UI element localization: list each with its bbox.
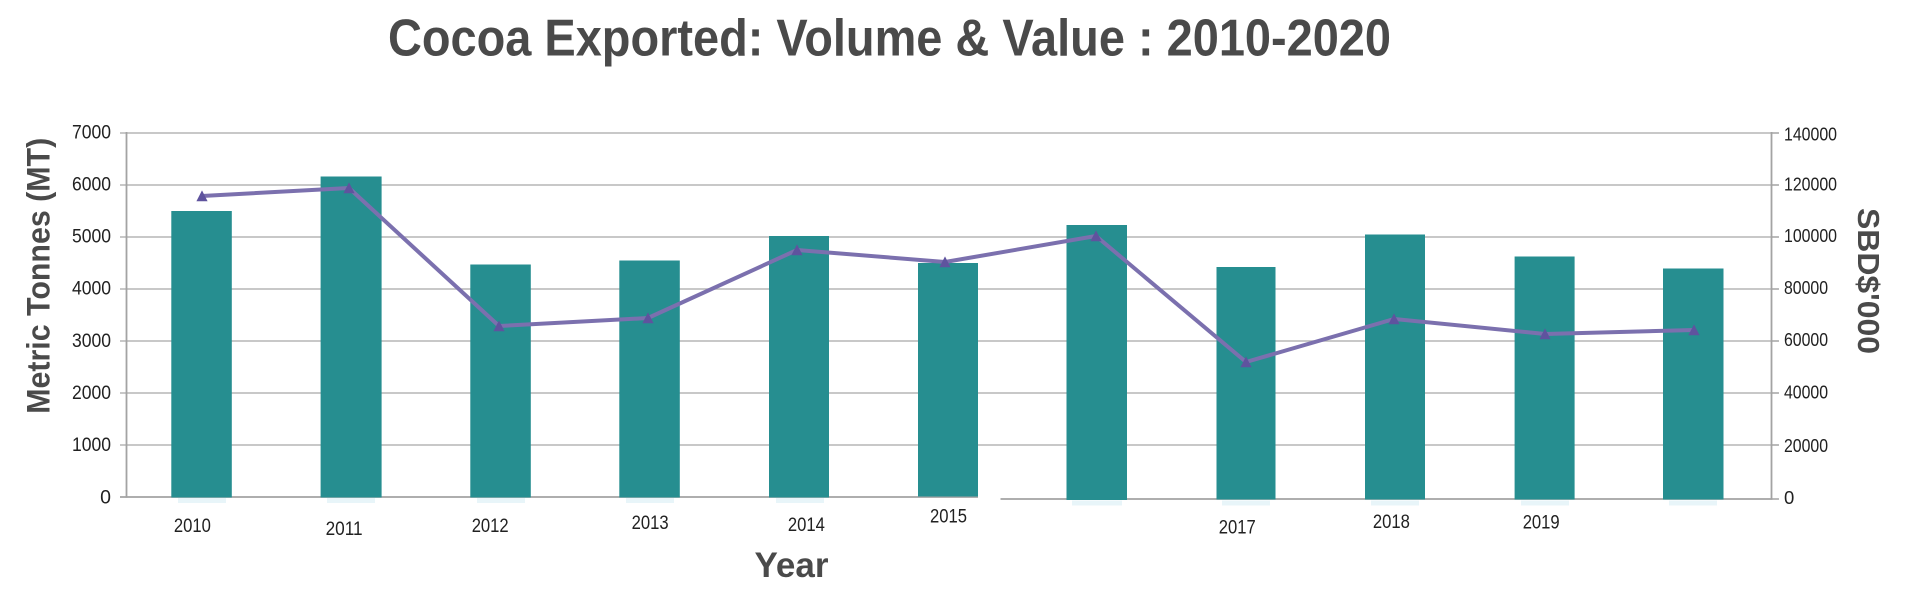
svg-text:120000: 120000 [1784,174,1837,195]
svg-text:40000: 40000 [1784,381,1828,402]
svg-text:Metric Tonnes (MT): Metric Tonnes (MT) [21,138,57,414]
svg-text:2015: 2015 [930,506,967,528]
svg-text:2000: 2000 [72,382,111,404]
svg-text:80000: 80000 [1784,277,1828,298]
svg-text:60000: 60000 [1784,329,1828,350]
svg-text:4000: 4000 [72,278,111,300]
svg-text:2014: 2014 [788,514,825,536]
svg-text:2010: 2010 [174,515,211,537]
svg-text:Year: Year [755,546,829,585]
svg-text:100000: 100000 [1784,225,1837,246]
svg-text:5000: 5000 [72,225,111,247]
svg-text:2017: 2017 [1219,517,1256,539]
svg-text:6000: 6000 [72,173,111,195]
svg-text:3000: 3000 [72,330,111,352]
svg-text:0: 0 [100,486,111,508]
svg-text:1000: 1000 [72,434,111,456]
svg-text:2013: 2013 [632,512,669,534]
svg-text:2011: 2011 [326,518,363,540]
svg-text:2019: 2019 [1523,512,1560,534]
svg-text:7000: 7000 [72,122,111,144]
svg-text:140000: 140000 [1784,123,1837,144]
svg-text:Cocoa Exported: Volume & Value: Cocoa Exported: Volume & Value : 2010-20… [388,10,1391,68]
svg-text:20000: 20000 [1784,435,1828,456]
svg-text:0: 0 [1784,487,1794,508]
svg-text:2012: 2012 [472,515,509,537]
svg-text:2018: 2018 [1373,511,1410,533]
svg-text:SBD$'000: SBD$'000 [1851,208,1886,354]
